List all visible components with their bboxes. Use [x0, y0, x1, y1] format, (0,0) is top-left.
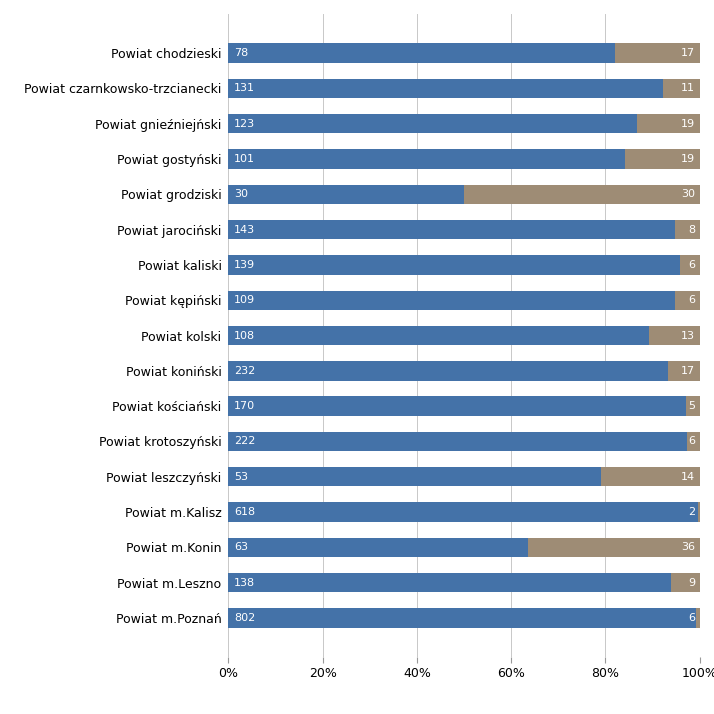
Bar	[663, 79, 700, 99]
Text: 170: 170	[234, 401, 256, 411]
Bar	[228, 79, 663, 99]
Text: 17: 17	[681, 49, 695, 59]
Text: 17: 17	[681, 366, 695, 376]
Bar	[228, 291, 675, 310]
Text: 222: 222	[234, 436, 256, 446]
Bar	[698, 503, 700, 522]
Text: 30: 30	[234, 189, 248, 199]
Text: 138: 138	[234, 578, 256, 588]
Text: 802: 802	[234, 613, 256, 623]
Text: 108: 108	[234, 331, 256, 341]
Bar	[615, 44, 700, 63]
Bar	[228, 503, 698, 522]
Text: 8: 8	[688, 225, 695, 235]
Text: 109: 109	[234, 296, 256, 306]
Bar	[528, 538, 700, 557]
Bar	[680, 256, 700, 275]
Bar	[228, 149, 625, 169]
Bar	[649, 326, 700, 346]
Text: 14: 14	[681, 472, 695, 482]
Bar	[637, 114, 700, 134]
Bar	[464, 185, 700, 204]
Text: 78: 78	[234, 49, 248, 59]
Bar	[671, 573, 700, 593]
Bar	[228, 256, 680, 275]
Text: 6: 6	[688, 260, 695, 270]
Text: 36: 36	[681, 543, 695, 553]
Text: 618: 618	[234, 507, 256, 517]
Text: 139: 139	[234, 260, 256, 270]
Bar	[686, 396, 700, 416]
Bar	[668, 361, 700, 381]
Text: 6: 6	[688, 436, 695, 446]
Bar	[688, 432, 700, 451]
Bar	[228, 573, 671, 593]
Text: 19: 19	[681, 119, 695, 129]
Bar	[696, 608, 700, 628]
Text: 53: 53	[234, 472, 248, 482]
Bar	[228, 185, 464, 204]
Bar	[228, 467, 601, 486]
Text: 6: 6	[688, 613, 695, 623]
Text: 2: 2	[688, 507, 695, 517]
Bar	[601, 467, 700, 486]
Text: 6: 6	[688, 296, 695, 306]
Text: 101: 101	[234, 154, 255, 164]
Bar	[228, 538, 528, 557]
Text: 11: 11	[681, 84, 695, 94]
Text: 30: 30	[681, 189, 695, 199]
Bar	[228, 220, 675, 239]
Bar	[228, 608, 696, 628]
Bar	[625, 149, 700, 169]
Bar	[228, 44, 615, 63]
Text: 131: 131	[234, 84, 255, 94]
Bar	[675, 291, 700, 310]
Bar	[675, 220, 700, 239]
Text: 123: 123	[234, 119, 256, 129]
Bar	[228, 114, 637, 134]
Text: 9: 9	[688, 578, 695, 588]
Text: 19: 19	[681, 154, 695, 164]
Text: 5: 5	[688, 401, 695, 411]
Text: 143: 143	[234, 225, 256, 235]
Bar	[228, 361, 668, 381]
Bar	[228, 432, 688, 451]
Bar	[228, 396, 686, 416]
Bar	[228, 326, 649, 346]
Text: 13: 13	[681, 331, 695, 341]
Text: 232: 232	[234, 366, 256, 376]
Text: 63: 63	[234, 543, 248, 553]
